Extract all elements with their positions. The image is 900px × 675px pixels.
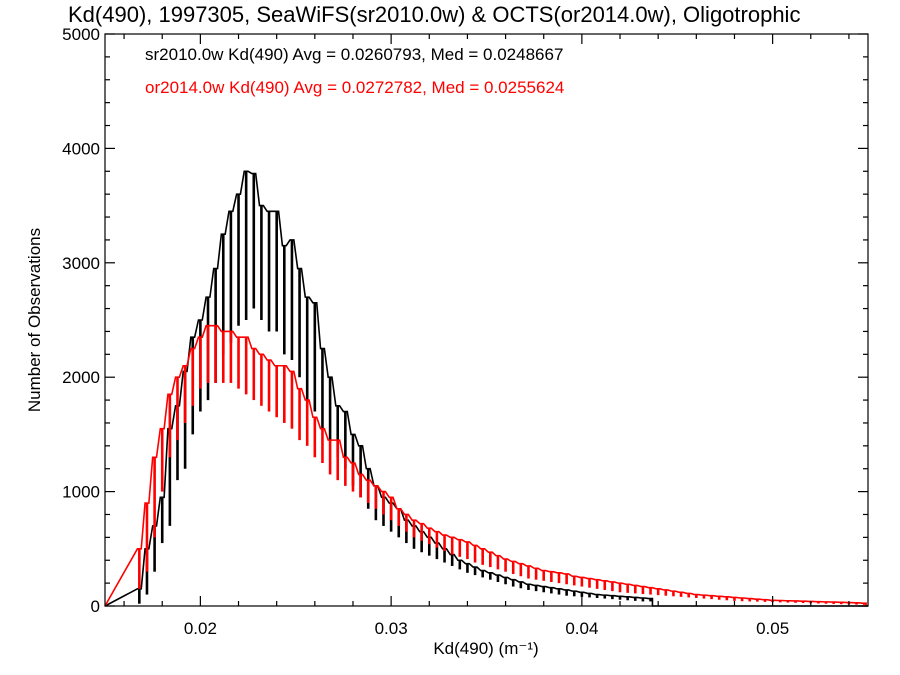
x-axis-label: Kd(490) (m⁻¹) [433, 639, 538, 658]
series-2 [104, 324, 868, 607]
ticks-layer [105, 33, 868, 607]
series-layer [104, 170, 868, 607]
y-tick-label: 2000 [62, 368, 100, 387]
x-tick-label: 0.05 [756, 619, 789, 638]
tick-labels-layer: 0.02 0.03 0.04 0.05 0 1000 2000 3000 4000 5000 [62, 25, 789, 638]
y-tick-label: 5000 [62, 25, 100, 44]
annotation-sr2010: sr2010.0w Kd(490) Avg = 0.0260793, Med =… [145, 45, 563, 64]
x-tick-label: 0.02 [184, 619, 217, 638]
y-axis-label: Number of Observations [25, 228, 44, 412]
x-tick-label: 0.04 [565, 619, 598, 638]
y-tick-label: 4000 [62, 139, 100, 158]
y-tick-label: 0 [91, 597, 100, 616]
x-tick-label: 0.03 [375, 619, 408, 638]
chart-title: Kd(490), 1997305, SeaWiFS(sr2010.0w) & O… [68, 2, 800, 27]
y-tick-label: 3000 [62, 254, 100, 273]
y-tick-label: 1000 [62, 483, 100, 502]
plot-frame [104, 33, 869, 607]
plot-area [104, 170, 868, 607]
annotation-or2014: or2014.0w Kd(490) Avg = 0.0272782, Med =… [145, 78, 564, 97]
